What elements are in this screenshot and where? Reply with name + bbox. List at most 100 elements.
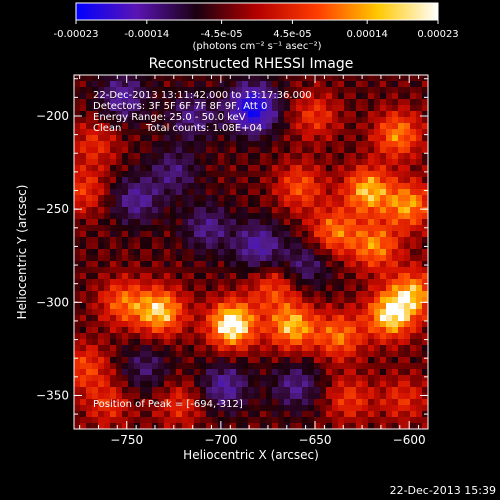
heatmap-cell — [176, 297, 183, 304]
heatmap-cell — [140, 321, 147, 328]
heatmap-cell — [344, 105, 351, 112]
heatmap-cell — [116, 189, 123, 196]
heatmap-cell — [158, 219, 165, 226]
heatmap-cell — [398, 291, 405, 298]
heatmap-cell — [164, 213, 171, 220]
heatmap-cell — [296, 423, 303, 429]
heatmap-cell — [170, 171, 177, 178]
heatmap-cell — [248, 123, 255, 130]
heatmap-cell — [248, 387, 255, 394]
heatmap-cell — [140, 189, 147, 196]
heatmap-cell — [374, 135, 381, 142]
heatmap-cell — [320, 375, 327, 382]
heatmap-cell — [188, 117, 195, 124]
heatmap-cell — [374, 165, 381, 172]
heatmap-cell — [98, 213, 105, 220]
heatmap-cell — [170, 333, 177, 340]
heatmap-cell — [254, 375, 261, 382]
heatmap-cell — [158, 423, 165, 429]
heatmap-cell — [404, 141, 411, 148]
heatmap-cell — [326, 423, 333, 429]
heatmap-cell — [86, 423, 93, 429]
heatmap-cell — [308, 339, 315, 346]
heatmap-cell — [302, 411, 309, 418]
heatmap-cell — [260, 219, 267, 226]
heatmap-cell — [110, 387, 117, 394]
heatmap-cell — [326, 207, 333, 214]
heatmap-cell — [350, 189, 357, 196]
heatmap-cell — [254, 81, 261, 88]
heatmap-cell — [248, 261, 255, 268]
heatmap-cell — [158, 135, 165, 142]
heatmap-cell — [146, 123, 153, 130]
heatmap-cell — [248, 345, 255, 352]
heatmap-cell — [86, 219, 93, 226]
heatmap-cell — [302, 141, 309, 148]
heatmap-cell — [404, 183, 411, 190]
heatmap-cell — [362, 111, 369, 118]
heatmap-cell — [74, 183, 81, 190]
heatmap-cell — [266, 261, 273, 268]
heatmap-cell — [158, 291, 165, 298]
heatmap-cell — [170, 159, 177, 166]
heatmap-cell — [266, 273, 273, 280]
heatmap-cell — [338, 309, 345, 316]
heatmap-cell — [254, 309, 261, 316]
heatmap-cell — [128, 207, 135, 214]
heatmap-cell — [248, 93, 255, 100]
heatmap-cell — [308, 375, 315, 382]
heatmap-cell — [230, 75, 237, 82]
heatmap-cell — [356, 303, 363, 310]
heatmap-cell — [92, 285, 99, 292]
heatmap-cell — [368, 177, 375, 184]
heatmap-cell — [158, 237, 165, 244]
heatmap-cell — [374, 147, 381, 154]
heatmap-cell — [200, 261, 207, 268]
heatmap-cell — [80, 213, 87, 220]
heatmap-cell — [176, 141, 183, 148]
heatmap-cell — [128, 243, 135, 250]
heatmap-cell — [254, 417, 261, 424]
heatmap-cell — [236, 231, 243, 238]
heatmap-cell — [230, 153, 237, 160]
heatmap-cell — [278, 423, 285, 429]
heatmap-cell — [200, 405, 207, 412]
heatmap-cell — [80, 195, 87, 202]
heatmap-cell — [386, 213, 393, 220]
heatmap-cell — [302, 123, 309, 130]
heatmap-cell — [200, 255, 207, 262]
heatmap-cell — [296, 243, 303, 250]
heatmap-cell — [314, 147, 321, 154]
heatmap-cell — [182, 111, 189, 118]
heatmap-cell — [272, 399, 279, 406]
heatmap-cell — [170, 387, 177, 394]
heatmap-cell — [290, 333, 297, 340]
heatmap-cell — [362, 243, 369, 250]
heatmap-cell — [116, 399, 123, 406]
heatmap-cell — [122, 255, 129, 262]
heatmap-cell — [338, 237, 345, 244]
heatmap-cell — [338, 417, 345, 424]
heatmap-cell — [182, 315, 189, 322]
heatmap-cell — [326, 321, 333, 328]
heatmap-cell — [410, 183, 417, 190]
heatmap-cell — [416, 327, 423, 334]
heatmap-cell — [326, 363, 333, 370]
heatmap-cell — [296, 381, 303, 388]
heatmap-cell — [176, 207, 183, 214]
heatmap-cell — [404, 243, 411, 250]
heatmap-cell — [380, 147, 387, 154]
heatmap-cell — [386, 201, 393, 208]
heatmap-cell — [86, 387, 93, 394]
heatmap-cell — [398, 423, 405, 429]
heatmap-cell — [164, 153, 171, 160]
heatmap-cell — [188, 273, 195, 280]
heatmap-cell — [308, 387, 315, 394]
heatmap-cell — [308, 189, 315, 196]
heatmap-cell — [212, 405, 219, 412]
heatmap-cell — [380, 225, 387, 232]
heatmap-cell — [362, 255, 369, 262]
heatmap-cell — [326, 333, 333, 340]
heatmap-cell — [74, 375, 81, 382]
heatmap-cell — [392, 105, 399, 112]
